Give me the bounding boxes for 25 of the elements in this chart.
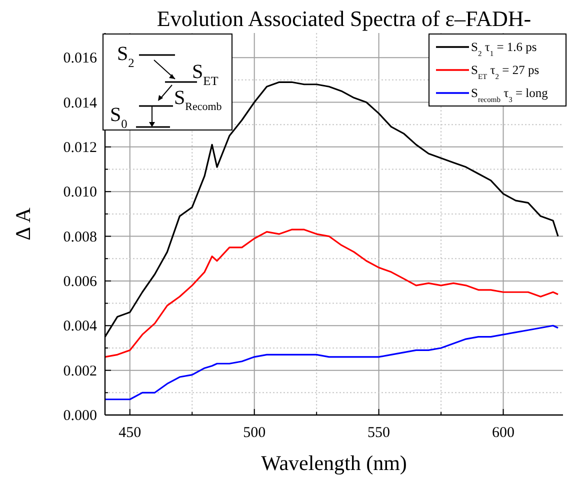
y-tick-label: 0.002 [63, 363, 97, 380]
y-tick-label: 0.016 [63, 50, 98, 67]
annotation: S$_{ET}$ [192, 61, 219, 88]
legend-label: S$_{2}$ τ$_{1}$ = 1.6 ps [471, 40, 537, 58]
annotation: S$_{2}$ [117, 43, 134, 70]
y-tick-label: 0.010 [63, 184, 97, 201]
y-tick-label: 0.004 [63, 318, 98, 335]
x-tick-label: 550 [368, 425, 390, 441]
y-tick-label: 0.008 [63, 229, 97, 246]
line-series [104, 228, 559, 358]
annotation: S$_{Recomb}$ [174, 87, 222, 113]
x-tick-label: 500 [243, 425, 266, 441]
legend-label: S$_{ET}$ τ$_{2}$ = 27 ps [471, 63, 540, 80]
y-tick-label: 0.012 [63, 140, 97, 156]
line-series [104, 324, 559, 400]
x-tick-label: 600 [492, 425, 515, 441]
legend-label: S$_{recomb}$ τ$_{3}$ = long [471, 86, 549, 104]
y-tick-label: 0.000 [63, 408, 97, 424]
x-axis-title: Wavelength (nm) [261, 451, 407, 475]
y-tick-label: 0.006 [63, 274, 98, 290]
annotation: S$_{0}$ [110, 104, 128, 131]
chart-title: Evolution Associated Spectra of ε–FADH- [156, 6, 532, 31]
y-tick-label: 0.014 [63, 95, 98, 112]
y-axis-title: Δ A [11, 206, 35, 240]
x-tick-label: 450 [118, 425, 142, 441]
